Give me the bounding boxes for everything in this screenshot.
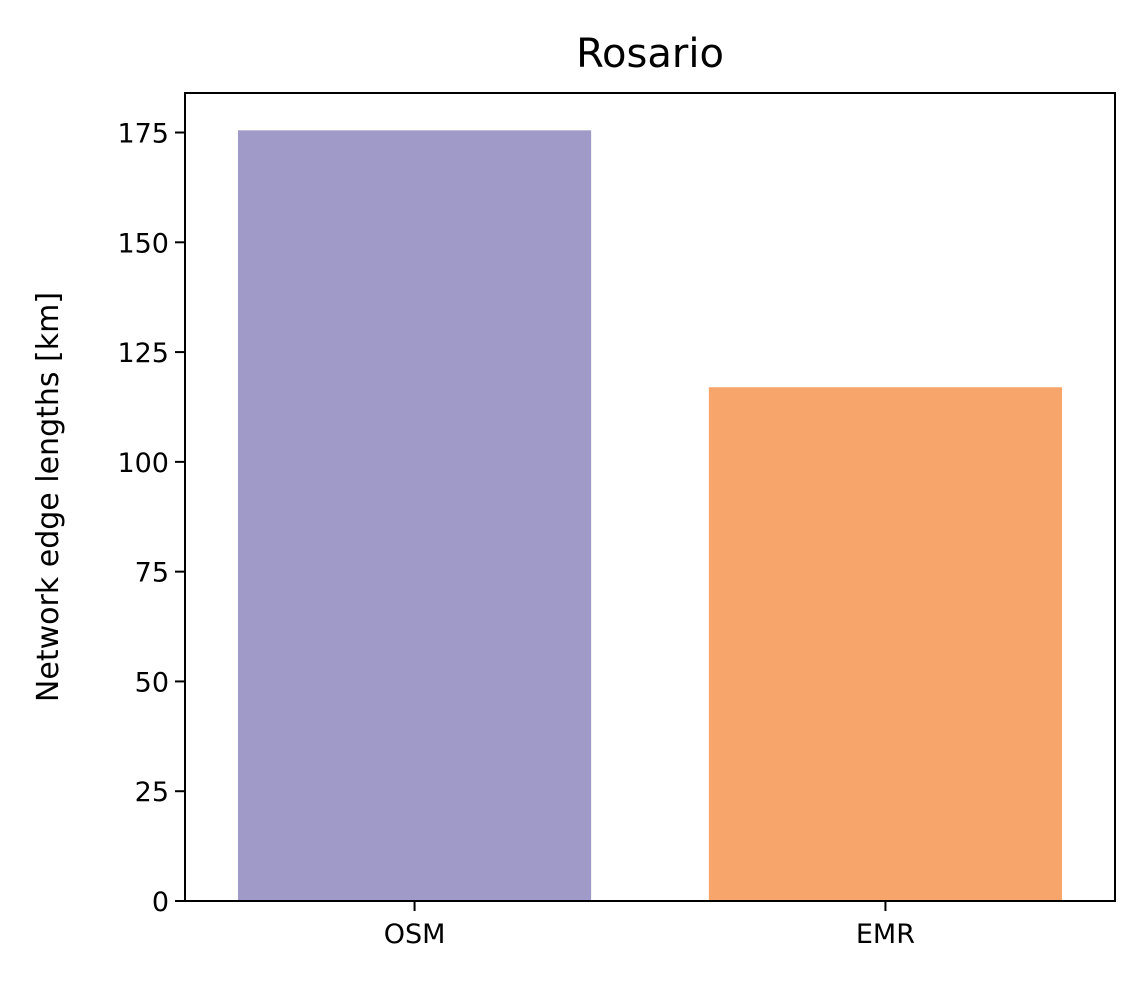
x-tick-label-emr: EMR bbox=[856, 919, 915, 950]
x-tick-label-osm: OSM bbox=[384, 919, 446, 950]
y-axis-ticks: 0 25 50 75 100 125 150 175 bbox=[117, 119, 185, 918]
y-tick-label: 50 bbox=[135, 667, 169, 698]
y-tick-label: 0 bbox=[152, 887, 169, 918]
bar-osm bbox=[237, 130, 592, 902]
y-tick-label: 150 bbox=[117, 228, 169, 259]
y-axis-label: Network edge lengths [km] bbox=[31, 292, 66, 702]
chart-title: Rosario bbox=[576, 31, 724, 77]
y-tick-label: 175 bbox=[117, 119, 169, 150]
x-axis-ticks: OSM EMR bbox=[384, 901, 915, 950]
plot-frame bbox=[184, 92, 1116, 902]
bar-emr bbox=[708, 387, 1063, 901]
y-tick-label: 125 bbox=[117, 338, 169, 369]
y-tick-label: 100 bbox=[117, 448, 169, 479]
y-tick-label: 25 bbox=[135, 777, 169, 808]
bars-layer bbox=[237, 130, 1063, 902]
y-tick-label: 75 bbox=[135, 558, 169, 589]
